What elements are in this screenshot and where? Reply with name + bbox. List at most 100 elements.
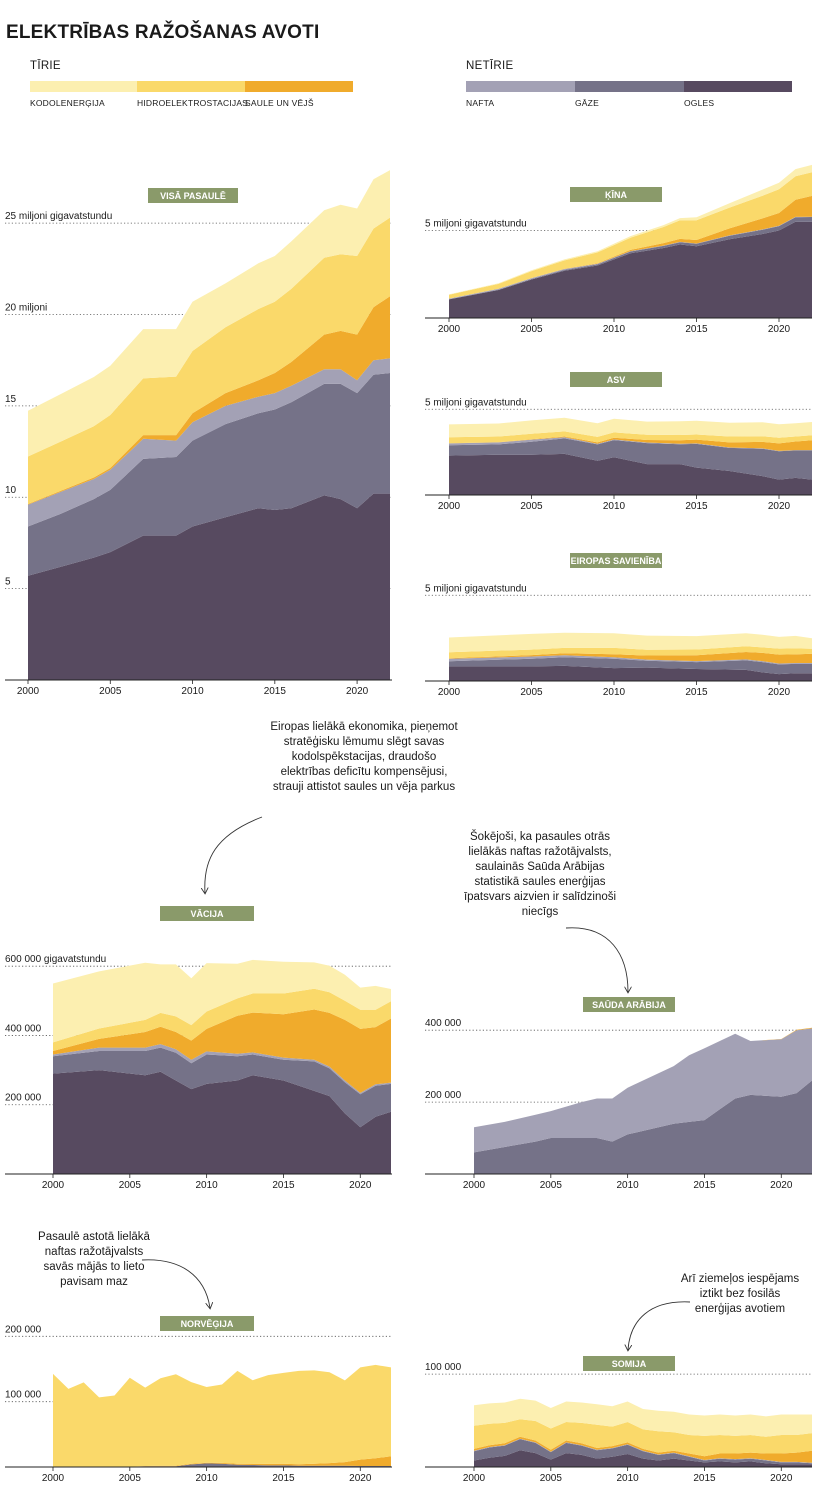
y-tick-label: 200 000 xyxy=(5,1324,42,1335)
y-tick-label: 15 xyxy=(5,394,17,405)
area-hydro xyxy=(474,1419,812,1457)
y-tick-label: 5 xyxy=(5,577,11,588)
legend-clean-title: TĪRIE xyxy=(30,60,61,72)
annotation-finland: Arī ziemeļos iespējams iztikt bez fosilā… xyxy=(680,1273,800,1315)
chart-name: SAŪDA ARĀBIJA xyxy=(592,1000,666,1010)
legend-label-oil: NAFTA xyxy=(466,98,495,108)
chart-name-pill xyxy=(160,906,254,921)
area-gas xyxy=(28,373,390,576)
x-tick-label: 2015 xyxy=(685,501,708,512)
area-oil xyxy=(53,1044,391,1095)
legend-label-nuclear: KODOLENERĢIJA xyxy=(30,98,105,108)
area-solar_wind xyxy=(449,436,812,451)
x-tick-label: 2020 xyxy=(349,1180,372,1191)
chart-name: VISĀ PASAULĒ xyxy=(160,191,226,201)
area-oil xyxy=(474,1028,812,1153)
x-tick-label: 2010 xyxy=(603,687,626,698)
chart-6: 100 000 200 000 2000 2005 2010 2015 2020 NORVĒĢ… xyxy=(5,1316,392,1484)
chart-name: SOMIJA xyxy=(612,1359,647,1369)
chart-2: 5 miljoni gigavatstundu 2000 2005 2010 2015 2… xyxy=(425,372,812,512)
chart-name-pill xyxy=(583,997,675,1012)
area-hydro xyxy=(449,646,812,659)
area-hydro xyxy=(53,1364,391,1467)
y-tick-label: 200 000 xyxy=(5,1093,42,1104)
area-nuclear xyxy=(474,1398,812,1437)
y-tick-label: 100 000 xyxy=(5,1390,42,1401)
chart-name-pill xyxy=(583,1356,675,1371)
page-title: ELEKTRĪBAS RAŽOŠANAS AVOTI xyxy=(6,22,320,43)
y-tick-label: 100 000 xyxy=(425,1362,462,1373)
x-tick-label: 2020 xyxy=(768,324,791,335)
chart-name-pill xyxy=(570,372,662,387)
x-tick-label: 2005 xyxy=(520,324,543,335)
x-tick-label: 2010 xyxy=(196,1473,219,1484)
chart-1: 5 miljoni gigavatstundu 2000 2005 2010 2015 2… xyxy=(425,164,812,335)
area-nuclear xyxy=(449,632,812,653)
x-tick-label: 2005 xyxy=(540,1473,563,1484)
area-coal xyxy=(474,1450,812,1467)
area-gas xyxy=(474,1439,812,1465)
y-tick-label: 5 miljoni gigavatstundu xyxy=(425,397,527,408)
annotation-saudi: Šokējoši, ka pasaules otrās lielākās naf… xyxy=(463,831,617,918)
area-solar_wind xyxy=(474,1436,812,1463)
chart-4: 200 000 400 000 600 000 gigavatstundu 2000 2… xyxy=(5,906,392,1191)
annotation-arrow-finland xyxy=(628,1301,691,1350)
legend-dirty-title: NETĪRIE xyxy=(466,60,514,72)
area-coal xyxy=(449,665,812,681)
x-tick-label: 2005 xyxy=(119,1180,142,1191)
chart-name-pill xyxy=(160,1316,254,1331)
chart-0: 5 10 15 20 miljoni 25 miljoni gigavatstundu 2… xyxy=(5,170,392,697)
chart-name: ASV xyxy=(607,375,626,385)
legend-swatch-gas xyxy=(575,81,684,92)
area-solar_wind xyxy=(53,1456,391,1467)
x-tick-label: 2015 xyxy=(685,324,708,335)
x-tick-label: 2010 xyxy=(617,1473,640,1484)
y-tick-label: 400 000 xyxy=(425,1018,462,1029)
x-tick-label: 2020 xyxy=(346,686,369,697)
x-tick-label: 2015 xyxy=(685,687,708,698)
area-nuclear xyxy=(449,417,812,438)
area-hydro xyxy=(449,431,812,444)
x-tick-label: 2010 xyxy=(603,324,626,335)
area-coal xyxy=(28,493,390,680)
legend-swatch-oil xyxy=(466,81,575,92)
y-tick-label: 25 miljoni gigavatstundu xyxy=(5,211,112,222)
x-tick-label: 2010 xyxy=(603,501,626,512)
area-gas xyxy=(53,1463,391,1467)
legend-swatch-coal xyxy=(684,81,792,92)
chart-name-pill xyxy=(570,553,662,568)
y-tick-label: 10 xyxy=(5,485,17,496)
y-tick-label: 20 miljoni xyxy=(5,302,47,313)
area-coal xyxy=(53,1070,391,1174)
x-tick-label: 2000 xyxy=(438,324,461,335)
x-tick-label: 2010 xyxy=(617,1180,640,1191)
x-tick-label: 2000 xyxy=(42,1180,65,1191)
x-tick-label: 2015 xyxy=(693,1180,716,1191)
x-tick-label: 2015 xyxy=(272,1473,295,1484)
chart-name: ĶĪNA xyxy=(605,190,627,200)
area-solar_wind xyxy=(53,1009,391,1093)
chart-name: NORVĒĢIJA xyxy=(181,1319,234,1329)
annotation-arrow-saudi xyxy=(565,927,628,992)
annotation-arrow-germany xyxy=(205,816,263,893)
x-tick-label: 2020 xyxy=(770,1473,793,1484)
x-tick-label: 2020 xyxy=(770,1180,793,1191)
legend-label-solar-wind: SAULE UN VĒJŠ xyxy=(245,98,314,108)
chart-name-pill xyxy=(148,188,238,203)
chart-5: 200 000 400 000 2000 2005 2010 2015 2020 SAŪDA … xyxy=(425,997,812,1191)
x-tick-label: 2020 xyxy=(349,1473,372,1484)
area-oil xyxy=(449,437,812,452)
area-oil xyxy=(28,358,390,527)
area-oil xyxy=(474,1438,812,1464)
legend-label-gas: GĀZE xyxy=(575,98,599,108)
annotation-arrow-norway xyxy=(141,1259,210,1308)
y-tick-label: 200 000 xyxy=(425,1090,462,1101)
annotation-germany: Eiropas lielākā ekonomika, pieņemot stra… xyxy=(270,721,458,793)
area-solar_wind xyxy=(449,652,812,664)
y-tick-label: 5 miljoni gigavatstundu xyxy=(425,583,527,594)
x-tick-label: 2005 xyxy=(520,687,543,698)
area-hydro xyxy=(28,217,390,504)
legend-swatch-nuclear xyxy=(30,81,137,92)
chart-name: VĀCIJA xyxy=(190,909,224,919)
